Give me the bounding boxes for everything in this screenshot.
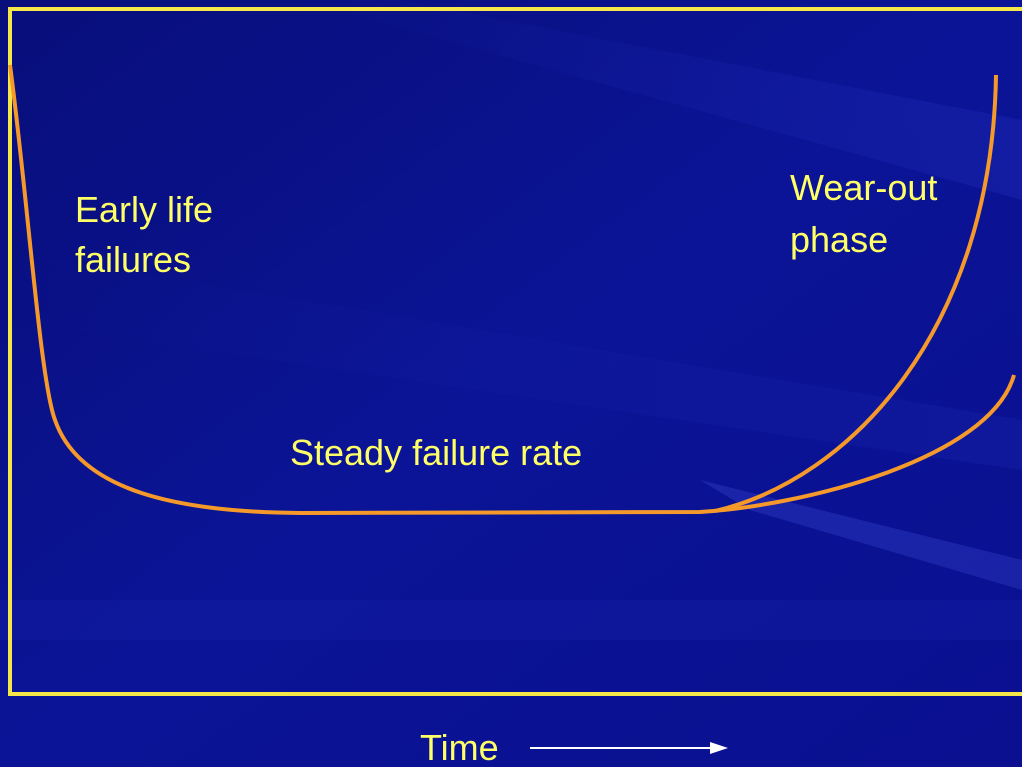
frame — [8, 7, 1022, 694]
label: phase — [790, 219, 888, 260]
label: Wear-out — [790, 167, 937, 208]
axis-label: Time — [420, 727, 499, 767]
wear-out-curve — [714, 74, 998, 513]
arrow-head — [710, 742, 728, 754]
bathtub-curve — [8, 64, 1016, 516]
streak — [0, 600, 1022, 640]
label: Early life — [75, 189, 213, 230]
streak — [700, 480, 1022, 590]
label: Steady failure rate — [290, 432, 582, 473]
streak — [0, 250, 1022, 470]
label: failures — [75, 239, 191, 280]
streak — [300, 0, 1022, 200]
